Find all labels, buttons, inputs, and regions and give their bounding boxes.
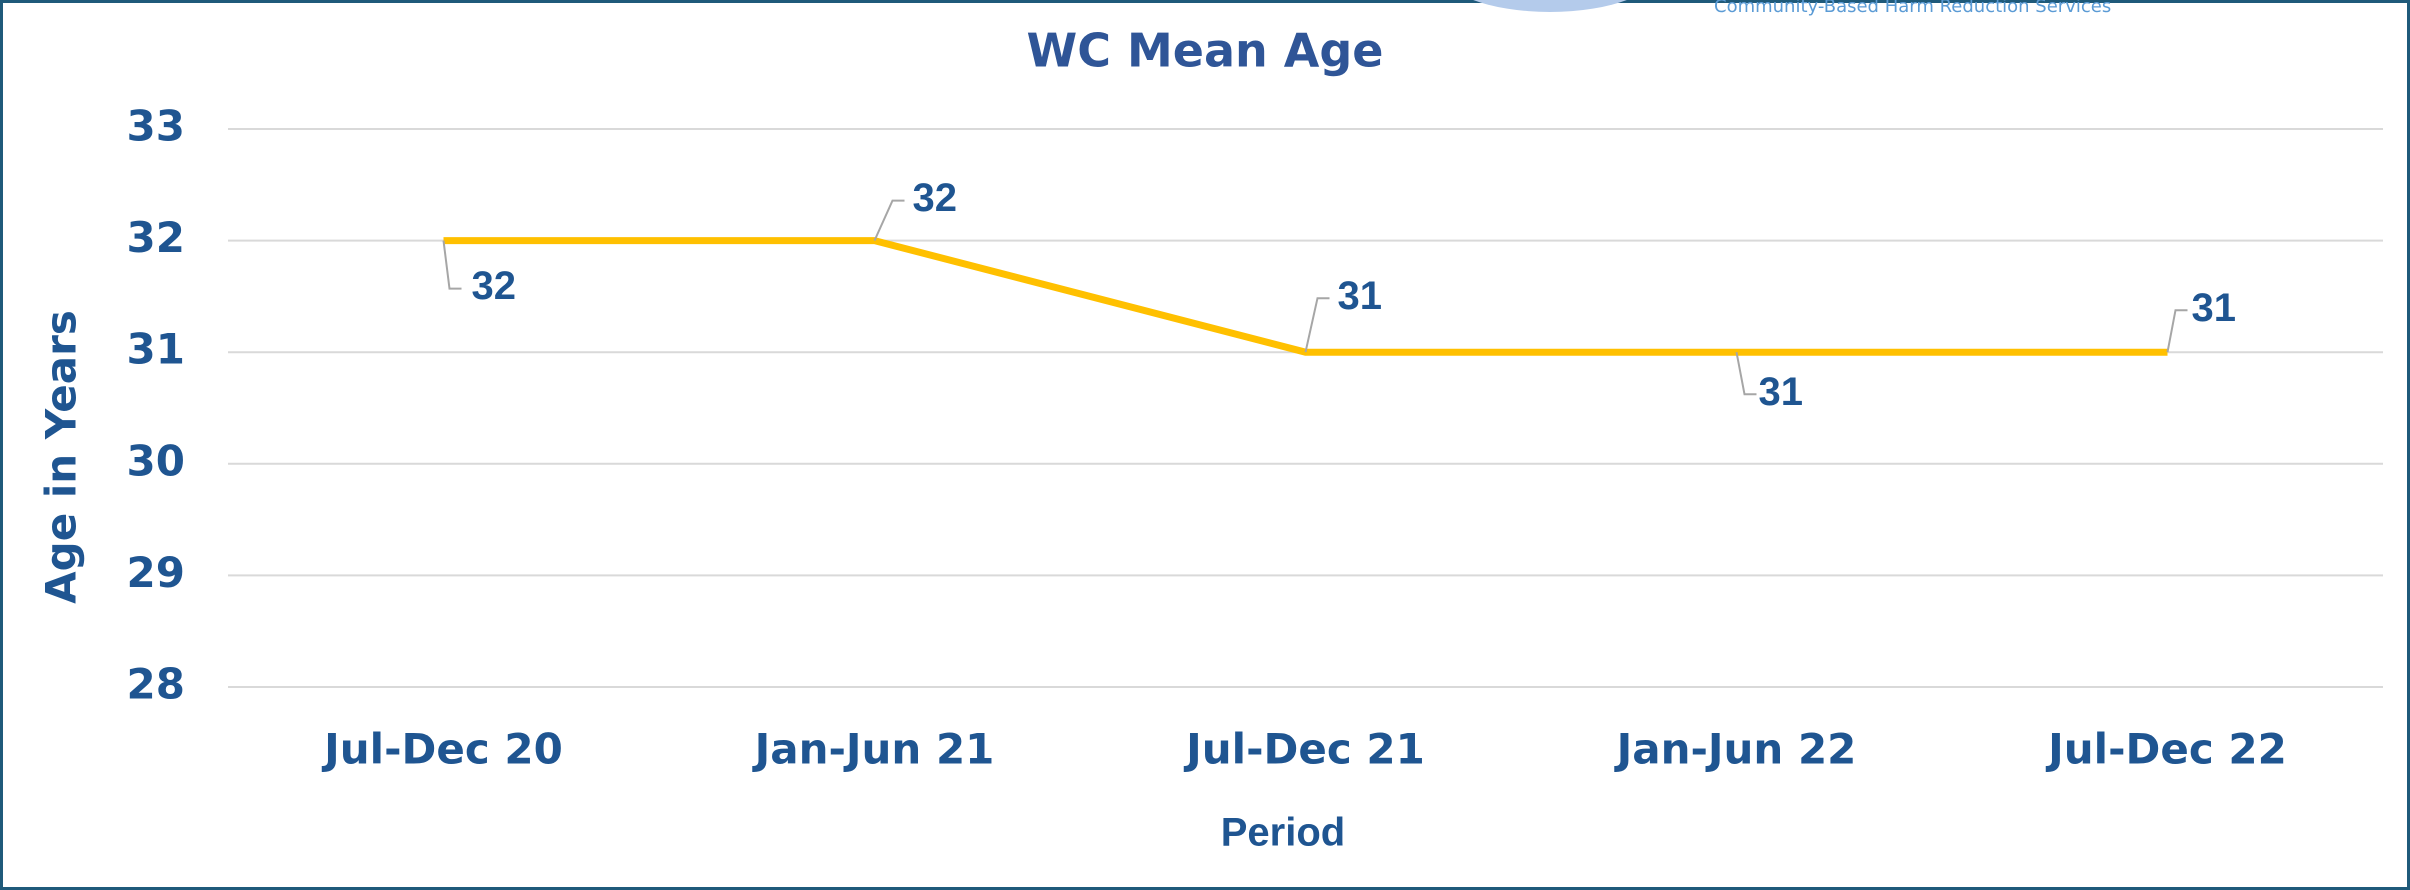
data-label: 31 xyxy=(2192,286,2237,330)
x-tick-label: Jan-Jun 22 xyxy=(1614,725,1857,774)
y-axis-label: Age in Years xyxy=(37,310,86,604)
y-tick-label: 28 xyxy=(127,660,185,709)
y-tick-label: 32 xyxy=(127,213,185,262)
y-tick-label: 30 xyxy=(127,436,185,485)
leader-line xyxy=(2166,309,2188,353)
logo-shape xyxy=(1473,0,1627,12)
x-tick-label: Jul-Dec 20 xyxy=(321,725,563,774)
y-tick-label: 33 xyxy=(127,102,185,151)
data-label: 32 xyxy=(472,264,517,308)
x-tick-label: Jul-Dec 21 xyxy=(1183,725,1425,774)
data-label: 32 xyxy=(913,176,958,220)
chart-title: WC Mean Age xyxy=(1026,24,1383,78)
leader-line xyxy=(442,240,462,290)
line xyxy=(443,237,2168,356)
x-tick-label: Jul-Dec 22 xyxy=(2045,725,2287,774)
y-tick-label: 31 xyxy=(127,325,185,374)
leader-line xyxy=(1735,352,1757,396)
header-text: Community-Based Harm Reduction Services xyxy=(1714,0,2111,17)
leader-line xyxy=(873,199,905,242)
data-label: 31 xyxy=(1759,370,1804,414)
x-axis-label: Period xyxy=(1221,811,1345,855)
y-tick-label: 29 xyxy=(127,548,185,597)
x-tick-label: Jan-Jun 21 xyxy=(752,725,995,774)
leader-line xyxy=(1304,297,1330,353)
data-label: 31 xyxy=(1338,274,1383,318)
